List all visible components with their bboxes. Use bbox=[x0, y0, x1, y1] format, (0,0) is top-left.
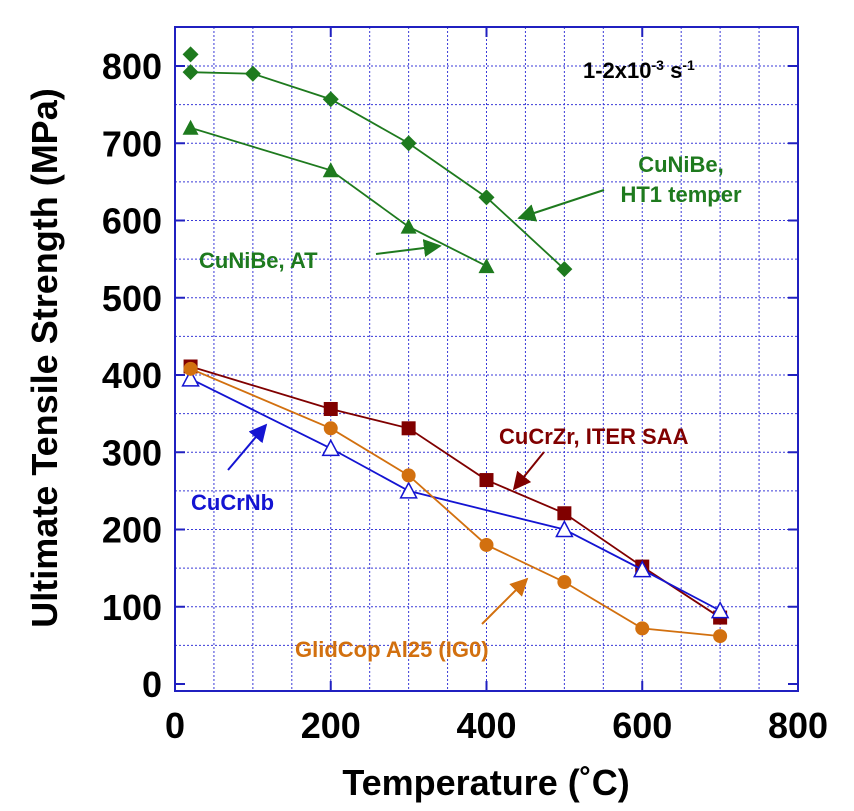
data-point-circle bbox=[713, 629, 728, 644]
y-tick-label: 100 bbox=[102, 587, 162, 628]
data-point-circle bbox=[323, 421, 338, 436]
data-point-open-triangle bbox=[633, 560, 652, 578]
series-label: CuNiBe, AT bbox=[199, 248, 318, 273]
x-tick-label: 800 bbox=[768, 705, 828, 746]
y-tick-label: 300 bbox=[102, 432, 162, 473]
data-point-diamond bbox=[182, 64, 199, 81]
label-arrow bbox=[375, 239, 442, 257]
data-point-triangle bbox=[322, 162, 339, 178]
series-triangle bbox=[182, 119, 495, 274]
series-label: CuNiBe, bbox=[638, 152, 724, 177]
data-point-open-triangle bbox=[181, 369, 200, 387]
series-open-triangle bbox=[181, 369, 730, 619]
data-point-diamond bbox=[556, 261, 573, 278]
x-axis-title: Temperature (˚C) bbox=[342, 762, 629, 803]
label-arrow bbox=[517, 189, 605, 222]
series-label: CuCrNb bbox=[191, 490, 274, 515]
data-point-open-triangle bbox=[710, 601, 730, 619]
y-tick-label: 0 bbox=[142, 664, 162, 705]
data-point-circle bbox=[183, 361, 198, 376]
series-line bbox=[190, 378, 721, 612]
series-label: GlidCop Al25 (IG0) bbox=[295, 637, 489, 662]
axis-ticks: 0 100 200 300 400 500 600 700 800 0 200 400 600 800 bbox=[102, 27, 828, 746]
series-circle bbox=[183, 361, 728, 644]
x-tick-label: 200 bbox=[301, 705, 361, 746]
data-point-triangle bbox=[478, 258, 495, 274]
data-point-diamond bbox=[400, 135, 417, 152]
x-tick-label: 400 bbox=[456, 705, 516, 746]
data-point-circle bbox=[479, 537, 494, 552]
series-label: HT1 temper bbox=[620, 182, 741, 207]
y-tick-label: 500 bbox=[102, 278, 162, 319]
y-tick-label: 400 bbox=[102, 355, 162, 396]
data-point-square bbox=[557, 506, 572, 521]
grid-lines bbox=[175, 27, 798, 691]
data-point-diamond bbox=[322, 91, 339, 108]
data-point-diamond bbox=[478, 189, 495, 206]
data-point-diamond bbox=[244, 65, 261, 82]
series-line bbox=[190, 126, 487, 267]
data-point-circle bbox=[401, 468, 416, 483]
x-tick-label: 600 bbox=[612, 705, 672, 746]
data-point-triangle bbox=[400, 218, 417, 234]
annotation-strain-rate: 1-2x10-3 s-1 bbox=[583, 57, 695, 83]
data-point-square bbox=[479, 473, 494, 488]
series-layer bbox=[181, 46, 730, 644]
label-arrow bbox=[227, 423, 268, 471]
label-arrow bbox=[512, 451, 545, 491]
y-tick-label: 200 bbox=[102, 510, 162, 551]
label-arrow bbox=[481, 577, 529, 625]
y-tick-label: 700 bbox=[102, 123, 162, 164]
data-point-circle bbox=[557, 575, 572, 590]
data-point-open-triangle bbox=[399, 481, 418, 499]
x-tick-label: 0 bbox=[165, 705, 185, 746]
y-axis-title: Ultimate Tensile Strength (MPa) bbox=[24, 88, 65, 627]
data-point-square bbox=[323, 401, 338, 416]
data-point-circle bbox=[635, 621, 650, 636]
series-label: CuCrZr, ITER SAA bbox=[499, 424, 689, 449]
y-tick-label: 600 bbox=[102, 201, 162, 242]
data-point-square bbox=[401, 421, 416, 436]
data-point-triangle bbox=[182, 119, 199, 135]
y-tick-label: 800 bbox=[102, 46, 162, 87]
data-point-open-triangle bbox=[321, 438, 340, 457]
series-labels: CuNiBe, HT1 temper CuNiBe, AT CuCrZr, ITER … bbox=[191, 152, 742, 662]
data-point-diamond bbox=[182, 46, 199, 63]
series-diamond bbox=[182, 46, 573, 278]
data-point-open-triangle bbox=[555, 519, 574, 538]
series-line bbox=[190, 71, 565, 270]
